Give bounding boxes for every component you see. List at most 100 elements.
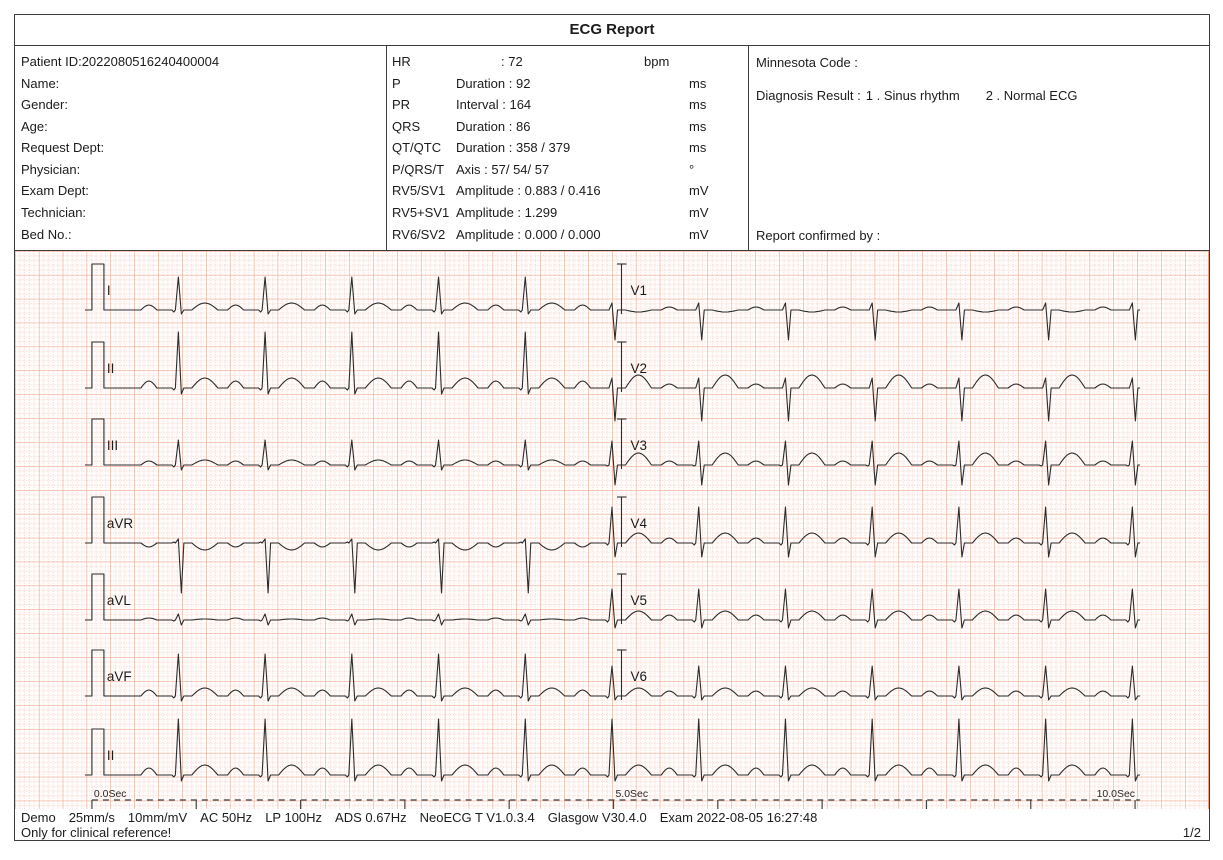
trace-aVR <box>84 496 605 594</box>
measurement-name: QRS <box>392 118 421 134</box>
recording-settings: Demo 25mm/s 10mm/mV AC 50Hz LP 100Hz ADS 0.67… <box>15 809 1209 825</box>
title-bar: ECG Report <box>15 15 1209 46</box>
patient-info-row: Bed No.: <box>21 226 72 242</box>
measurement-value: Amplitude : 0.883 / 0.416 <box>456 183 601 199</box>
ecg-traces <box>84 263 1141 782</box>
diagnosis-result-label: Diagnosis Result : <box>756 87 861 103</box>
lead-label: II <box>107 748 114 763</box>
measurement-value: Duration : 92 <box>456 75 531 91</box>
patient-info-row: Age: <box>21 118 48 134</box>
setting-token: 10mm/mV <box>127 810 188 825</box>
measurement-row: P Duration : 92 ms <box>392 73 748 95</box>
diagnosis-result-item: 1 . Sinus rhythm <box>865 87 960 103</box>
lead-label: aVL <box>107 593 131 608</box>
report-footer: Demo 25mm/s 10mm/mV AC 50Hz LP 100Hz ADS 0.67… <box>15 809 1209 840</box>
ecg-chart-area: I V1 II V2 III V3 aVR V4 aVL V5 aVF V6 II 0.0Sec 5.0Se… <box>15 251 1209 809</box>
setting-token: AC 50Hz <box>200 810 253 825</box>
measurement-value: : 72 <box>501 53 523 69</box>
measurements-section: HR: 72 bpm P Duration : 92 ms PR Interval : 16… <box>387 45 749 251</box>
measurement-unit: ms <box>689 75 707 91</box>
ecg-report-page: ECG Report Patient ID:202208051624040000… <box>14 14 1210 841</box>
lead-separators <box>616 263 627 701</box>
patient-info-row: Patient ID:2022080516240400004 <box>21 53 220 69</box>
report-header: Patient ID:2022080516240400004 Name: Gende… <box>15 45 1209 252</box>
lead-label: V5 <box>630 593 646 608</box>
diagnosis-result-line: Diagnosis Result : 1 . Sinus rhythm 2 . … <box>756 85 1201 107</box>
setting-token: 25mm/s <box>68 810 115 825</box>
setting-token: ADS 0.67Hz <box>335 810 407 825</box>
page-indicator: 1/2 <box>1182 825 1201 840</box>
patient-info-row: Physician: <box>21 161 81 177</box>
lead-labels: I V1 II V2 III V3 aVR V4 aVL V5 aVF V6 II <box>107 283 648 763</box>
time-label: 5.0Sec <box>615 789 648 800</box>
measurement-unit: mV <box>689 205 709 221</box>
lead-label: II <box>107 361 114 376</box>
measurement-unit: mV <box>689 183 709 199</box>
lead-label: V2 <box>630 361 646 376</box>
trace-II <box>84 331 605 395</box>
measurement-unit: ms <box>689 140 707 156</box>
trace-V3 <box>599 440 1141 486</box>
measurement-value: Amplitude : 0.000 / 0.000 <box>456 226 601 242</box>
setting-token: Exam 2022-08-05 16:27:48 <box>659 810 818 825</box>
measurement-name: PR <box>392 97 411 113</box>
measurement-name: RV5/SV1 <box>392 183 446 199</box>
trace-V1 <box>599 302 1141 341</box>
report-confirmed-label: Report confirmed by : <box>756 228 881 244</box>
minnesota-code-label: Minnesota Code : <box>756 54 858 70</box>
lead-label: III <box>107 438 118 453</box>
time-axis: 0.0Sec 5.0Sec 10.0Sec <box>91 789 1141 809</box>
lead-label: aVR <box>107 516 133 531</box>
measurement-value: Duration : 358 / 379 <box>456 140 571 156</box>
measurement-row: PR Interval : 164 ms <box>392 94 748 116</box>
ecg-waveform-grid: I V1 II V2 III V3 aVR V4 aVL V5 aVF V6 II 0.0Sec 5.0Se… <box>15 251 1209 809</box>
measurement-unit: ms <box>689 118 707 134</box>
patient-info-row: Name: <box>21 75 60 91</box>
patient-info-row: Request Dept: <box>21 140 105 156</box>
trace-V5 <box>599 588 1141 629</box>
lead-label: V4 <box>630 516 647 531</box>
setting-token: Glasgow V30.4.0 <box>547 810 647 825</box>
diagnosis-section: Minnesota Code : Diagnosis Result : 1 . … <box>749 46 1209 250</box>
diagnosis-spacer <box>756 107 1201 227</box>
measurement-unit: ms <box>689 97 707 113</box>
measurement-value: Duration : 86 <box>456 118 531 134</box>
report-title: ECG Report <box>569 21 655 39</box>
trace-V6 <box>599 665 1141 701</box>
measurement-name: RV5+SV1 <box>392 205 450 221</box>
measurement-row: RV5+SV1 Amplitude : 1.299 mV <box>392 202 748 224</box>
time-label: 0.0Sec <box>94 789 127 800</box>
patient-info-row: Technician: <box>21 205 87 221</box>
disclaimer-text: Only for clinical reference! <box>21 825 172 840</box>
measurement-row: RV6/SV2 Amplitude : 0.000 / 0.000 mV <box>392 224 748 246</box>
measurement-row: QT/QTC Duration : 358 / 379 ms <box>392 137 748 159</box>
trace-III <box>84 418 605 471</box>
patient-info-section: Patient ID:2022080516240400004 Name: Gende… <box>15 45 387 251</box>
measurement-row: QRS Duration : 86 ms <box>392 116 748 138</box>
diagnosis-result-item: 2 . Normal ECG <box>985 87 1078 103</box>
measurement-value: Interval : 164 <box>456 97 532 113</box>
measurement-row: HR: 72 bpm <box>392 51 748 73</box>
footer-bottom-line: Only for clinical reference! 1/2 <box>15 825 1209 840</box>
lead-label: V3 <box>630 438 646 453</box>
lead-label: aVF <box>107 669 132 684</box>
trace-I <box>84 263 605 315</box>
measurement-name: HR <box>392 53 411 69</box>
lead-label: I <box>107 283 111 298</box>
setting-token: LP 100Hz <box>265 810 323 825</box>
measurement-row: P/QRS/T Axis : 57/ 54/ 57 ° <box>392 159 748 181</box>
lead-label: V1 <box>630 283 646 298</box>
measurement-value: Axis : 57/ 54/ 57 <box>456 161 550 177</box>
measurement-name: RV6/SV2 <box>392 226 446 242</box>
trace-aVF <box>84 649 605 702</box>
trace-V2 <box>599 374 1141 422</box>
trace-aVL <box>84 573 605 626</box>
measurement-name: QT/QTC <box>392 140 442 156</box>
measurement-value: Amplitude : 1.299 <box>456 205 558 221</box>
measurement-unit: mV <box>689 226 709 242</box>
measurement-name: P <box>392 75 401 91</box>
setting-token: Demo <box>21 810 56 825</box>
measurement-name: P/QRS/T <box>392 161 445 177</box>
trace-II-rhythm <box>84 718 1141 782</box>
patient-info-row: Gender: <box>21 97 68 113</box>
